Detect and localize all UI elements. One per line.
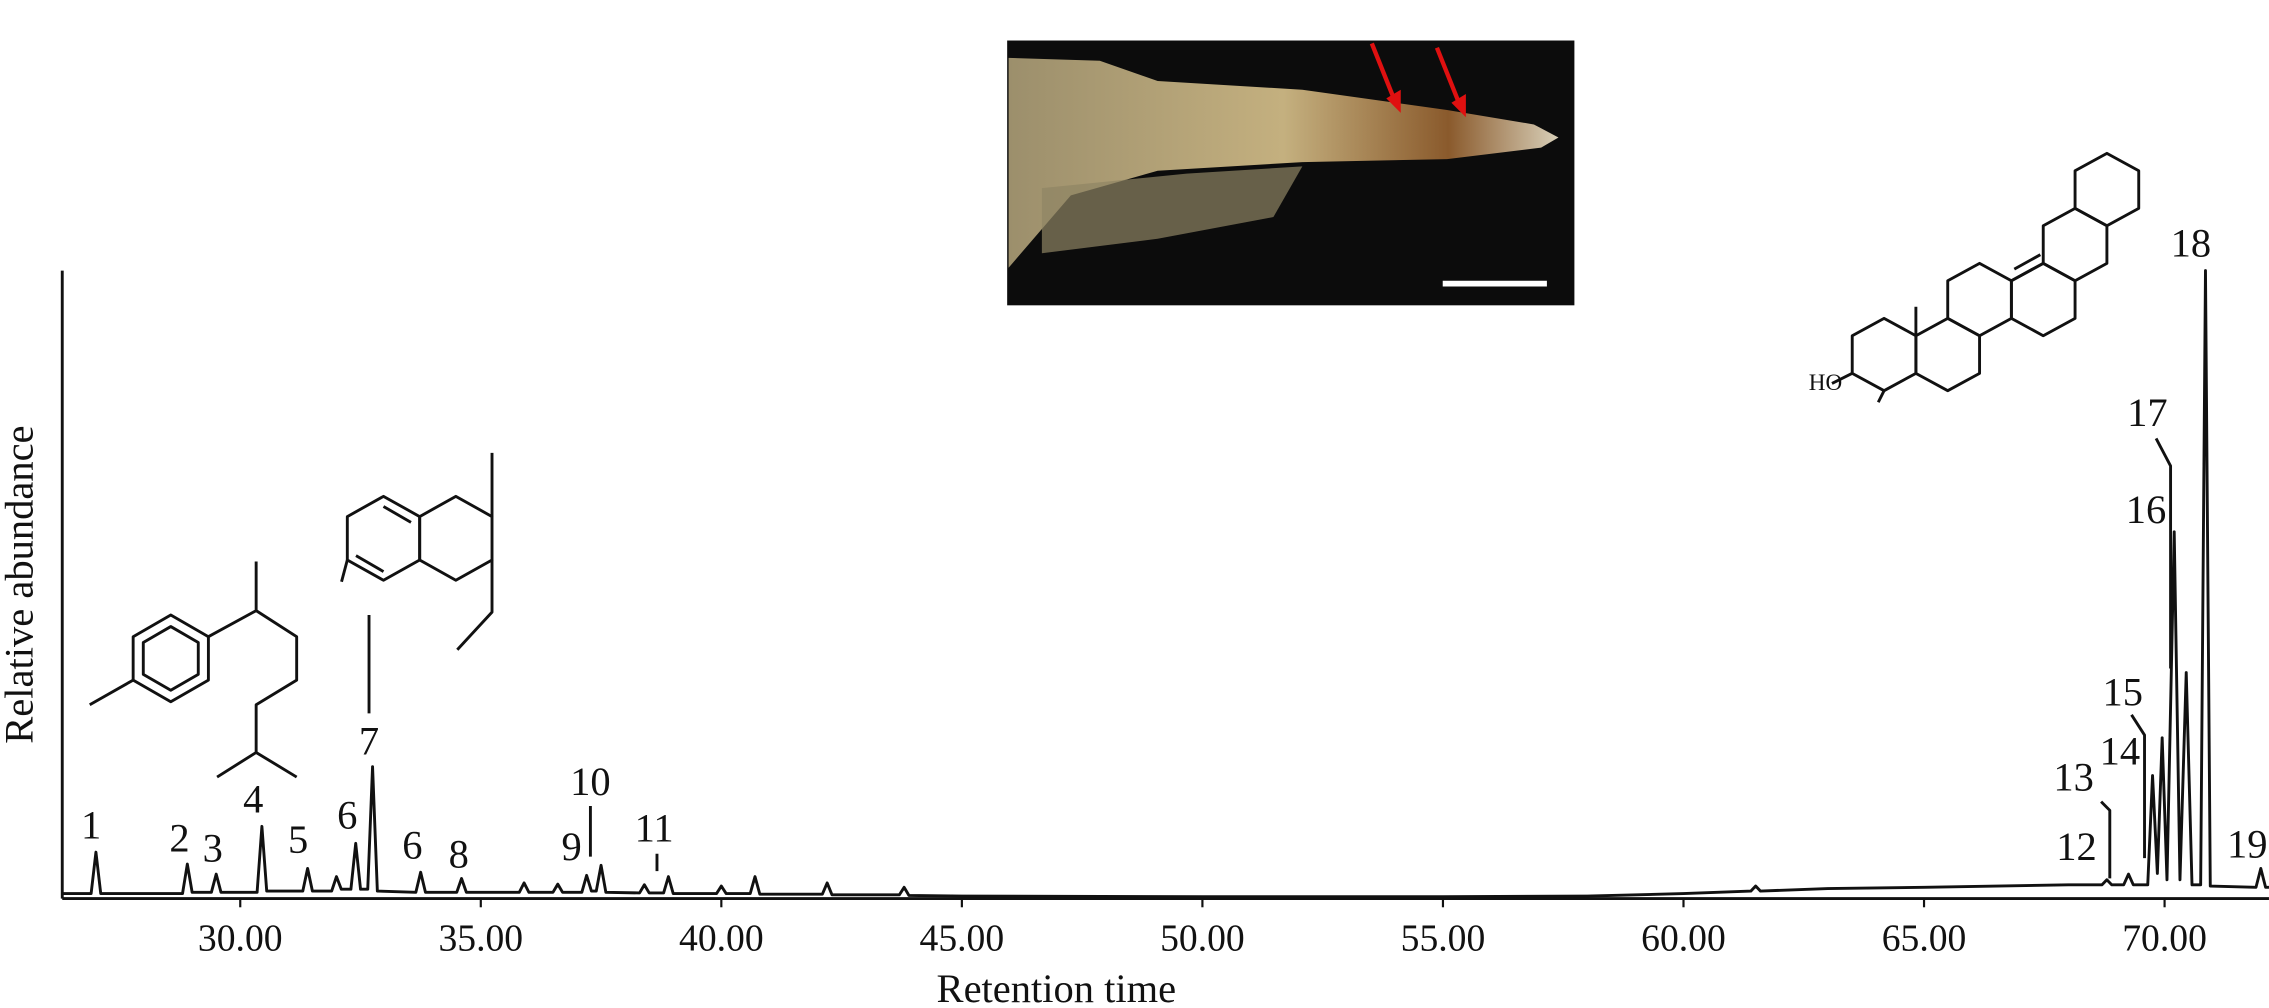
peak-label: 19 [2227,821,2268,866]
peak-label: 11 [635,805,674,850]
peak-label: 13 [2053,755,2094,800]
peak-label: 15 [2103,669,2144,714]
x-tick-label: 40.00 [679,918,764,960]
ring-inner [141,625,200,692]
ring [1850,316,1918,393]
x-tick-label: 70.00 [2122,918,2207,960]
peak-label: 9 [561,824,581,869]
peak-label: 18 [2171,221,2212,266]
double-bond [382,505,412,524]
x-tick-label: 50.00 [1160,918,1245,960]
peak-label: 6 [337,792,357,837]
structure-3 [1831,151,2141,403]
peak-label: 5 [288,817,308,862]
peak-label: 4 [243,776,263,821]
structure-1 [89,561,299,779]
bond [1876,390,1886,403]
bond [456,560,494,651]
x-tick-label: 35.00 [438,918,523,960]
x-tick-label: 65.00 [1882,918,1967,960]
peak-label: 12 [2056,824,2097,869]
leader-line [2100,800,2112,879]
double-bond [2010,262,2044,282]
y-axis-title: Relative abundance [0,425,41,743]
bond [89,678,134,706]
bone-reflection [1041,166,1303,254]
arrow-head [1451,94,1466,118]
bond [255,751,298,779]
bond [340,559,349,583]
double-bond [355,554,385,573]
structure-2 [340,452,494,714]
x-tick-label: 55.00 [1401,918,1486,960]
x-tick-label: 60.00 [1641,918,1726,960]
peak-label: 8 [449,831,469,876]
bond [1831,372,1853,385]
ring [418,494,494,582]
red-arrow [1369,42,1397,103]
arrow-head [1386,89,1401,113]
peak-label: 2 [169,815,189,860]
peak-label: 7 [359,719,379,764]
peak-label: 16 [2126,487,2167,532]
leader-lines [588,437,2173,879]
ring [345,494,422,582]
peak-label: 17 [2127,390,2168,435]
x-tick-label: 45.00 [920,918,1005,960]
peak-label: 1 [81,802,101,847]
peak-label: 10 [570,759,611,804]
x-axis-title: Retention time [937,966,1177,1008]
photo-inset [1007,40,1575,306]
peak-label: 14 [2100,729,2141,774]
ring [1946,261,2013,338]
bone-tool [1008,57,1559,268]
bond [207,561,258,638]
bond [216,609,299,779]
ring [2073,151,2141,228]
x-tick-label: 30.00 [198,918,283,960]
leader-line [2130,714,2146,859]
hydroxyl-label: HO [1809,370,1842,396]
peak-label: 6 [402,823,422,868]
double-bond [2013,253,2042,271]
leader-line [2154,437,2173,669]
red-arrow [1434,46,1463,107]
chromatogram-line [62,269,2269,899]
peak-label: 3 [203,826,223,871]
